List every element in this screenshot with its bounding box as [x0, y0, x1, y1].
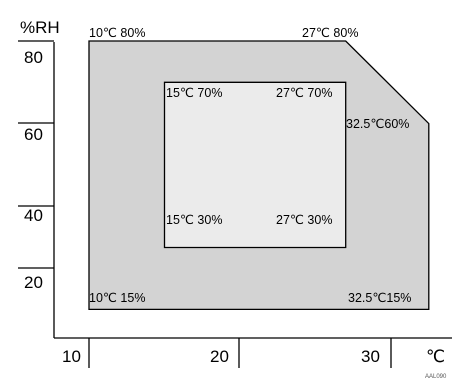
inner-top-left-label: 15℃ 70%	[166, 86, 222, 100]
x-tick-label: 30	[361, 347, 380, 366]
y-tick-label: 20	[24, 273, 43, 292]
outer-mid-right-label: 32.5℃60%	[346, 117, 409, 131]
y-tick-label: 40	[24, 206, 43, 225]
inner-top-right-label: 27℃ 70%	[276, 86, 332, 100]
figure-code: AAL090	[425, 374, 447, 380]
x-axis-unit: ℃	[426, 347, 445, 366]
inner-bottom-left-label: 15℃ 30%	[166, 213, 222, 227]
outer-top-left-label: 10℃ 80%	[89, 26, 145, 40]
x-tick-label: 20	[210, 347, 229, 366]
outer-bottom-left-label: 10℃ 15%	[89, 291, 145, 305]
y-tick-label: 60	[24, 125, 43, 144]
inner-recommended-zone	[163, 81, 347, 249]
y-tick-label: 80	[24, 48, 43, 67]
outer-bottom-right-label: 32.5℃15%	[348, 291, 411, 305]
x-tick-label: 10	[62, 347, 81, 366]
outer-top-right-label: 27℃ 80%	[302, 26, 358, 40]
y-axis-unit: %RH	[20, 18, 60, 37]
inner-bottom-right-label: 27℃ 30%	[276, 213, 332, 227]
